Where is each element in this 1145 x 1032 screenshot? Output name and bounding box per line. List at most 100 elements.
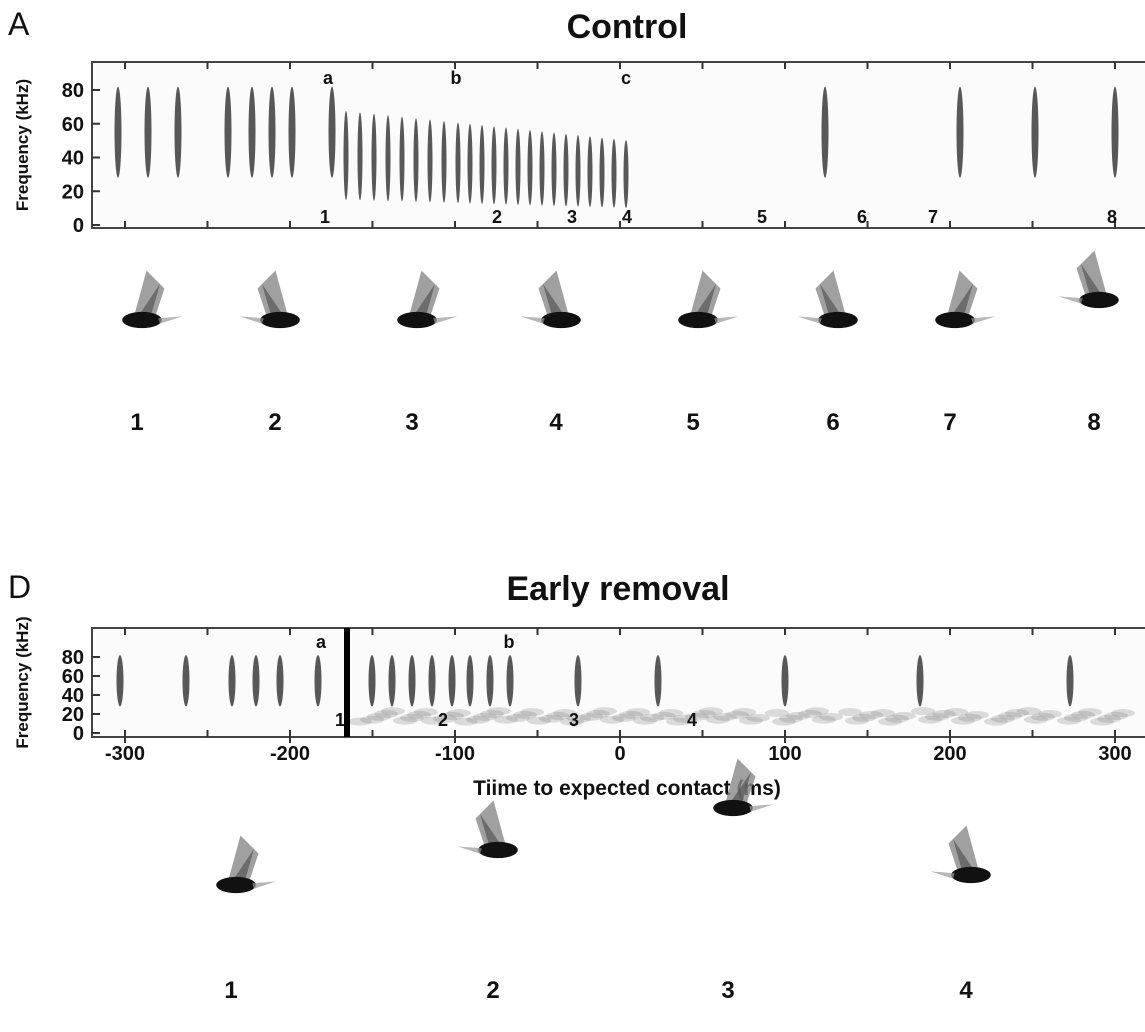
bat-body	[935, 311, 975, 329]
position-number: 4	[687, 710, 697, 730]
bat-image	[797, 270, 858, 329]
noise	[619, 710, 643, 719]
call-streak	[248, 86, 256, 178]
position-number: 6	[857, 207, 867, 227]
call-streak	[821, 86, 829, 178]
noise	[1097, 714, 1121, 723]
panel-title: Early removal	[506, 570, 729, 608]
noise	[480, 710, 504, 718]
noise	[732, 708, 756, 717]
y-axis-label: Frequency (kHz)	[13, 616, 32, 748]
noise	[494, 715, 518, 724]
noise	[1071, 710, 1095, 719]
noise	[1031, 712, 1055, 721]
call-marker: a	[316, 632, 327, 652]
noise	[360, 715, 384, 724]
noise	[612, 713, 636, 722]
bat-tail	[930, 871, 955, 879]
noise	[666, 717, 690, 726]
noise	[1090, 717, 1114, 726]
position-number: 5	[757, 207, 767, 227]
noise	[1038, 710, 1062, 718]
call-streak	[956, 86, 964, 178]
noise	[473, 712, 497, 721]
y-tick-label: 20	[62, 181, 84, 203]
noise	[951, 716, 975, 725]
noise	[1017, 707, 1041, 716]
position-number: 2	[438, 710, 448, 730]
noise	[659, 709, 683, 718]
call-streak	[467, 123, 473, 204]
bat-image	[122, 270, 183, 329]
call-streak	[503, 127, 509, 205]
call-streak	[114, 86, 122, 178]
bat-label: 3	[721, 977, 734, 1004]
bat-tail	[1058, 296, 1083, 304]
call-streak	[574, 655, 582, 707]
noise	[685, 712, 709, 721]
noise	[692, 710, 716, 718]
noise	[765, 709, 789, 718]
bat-wing	[946, 270, 978, 320]
noise	[746, 713, 770, 722]
position-number: 3	[567, 207, 577, 227]
call-streak	[654, 655, 662, 707]
noise	[367, 712, 391, 721]
call-streak	[599, 137, 605, 208]
bat-wing	[689, 270, 721, 320]
call-streak	[328, 86, 336, 178]
bat-wing	[231, 849, 254, 883]
noise	[506, 713, 530, 722]
bat-wing	[728, 772, 751, 806]
noise	[348, 717, 372, 726]
bat-body	[216, 876, 256, 894]
call-streak	[343, 110, 349, 200]
call-marker: b	[451, 68, 462, 88]
call-streak	[527, 130, 533, 206]
call-streak	[539, 131, 545, 206]
y-tick-label: 80	[62, 647, 84, 669]
bat-body	[818, 311, 858, 329]
noise	[812, 715, 836, 724]
call-streak	[551, 132, 557, 206]
call-streak	[268, 86, 276, 178]
noise	[546, 711, 570, 720]
bat-body	[1079, 291, 1119, 309]
x-tick-label: -100	[435, 743, 475, 765]
noise	[1005, 709, 1029, 718]
bat-tail	[239, 316, 264, 324]
call-marker: c	[621, 68, 631, 88]
noise	[786, 711, 810, 720]
call-streak	[479, 125, 485, 204]
call-streak	[182, 655, 190, 707]
y-tick-label: 0	[73, 723, 84, 745]
x-tick-label: -300	[105, 743, 145, 765]
bat-tail	[797, 316, 822, 324]
y-tick-label: 60	[62, 666, 84, 688]
noise	[1057, 716, 1081, 725]
call-streak	[144, 86, 152, 178]
call-streak	[276, 655, 284, 707]
call-streak	[224, 86, 232, 178]
y-axis-label: Frequency (kHz)	[13, 79, 32, 211]
noise	[487, 707, 511, 716]
x-tick-label: 0	[614, 743, 625, 765]
bat-label: 1	[224, 977, 237, 1004]
noise	[819, 712, 843, 721]
noise	[991, 714, 1015, 723]
bat-tail	[520, 316, 545, 324]
noise	[925, 712, 949, 721]
bat-image	[935, 270, 996, 329]
bat-label: 6	[826, 409, 839, 436]
bat-wing	[815, 270, 847, 320]
noise	[539, 714, 563, 723]
call-streak	[575, 135, 581, 207]
y-tick-label: 60	[62, 114, 84, 136]
bat-tail	[433, 316, 458, 324]
bat-tail	[971, 316, 996, 324]
noise	[579, 712, 603, 721]
noise	[454, 717, 478, 726]
bat-image	[678, 270, 739, 329]
noise	[560, 717, 584, 726]
call-marker: b	[504, 632, 515, 652]
